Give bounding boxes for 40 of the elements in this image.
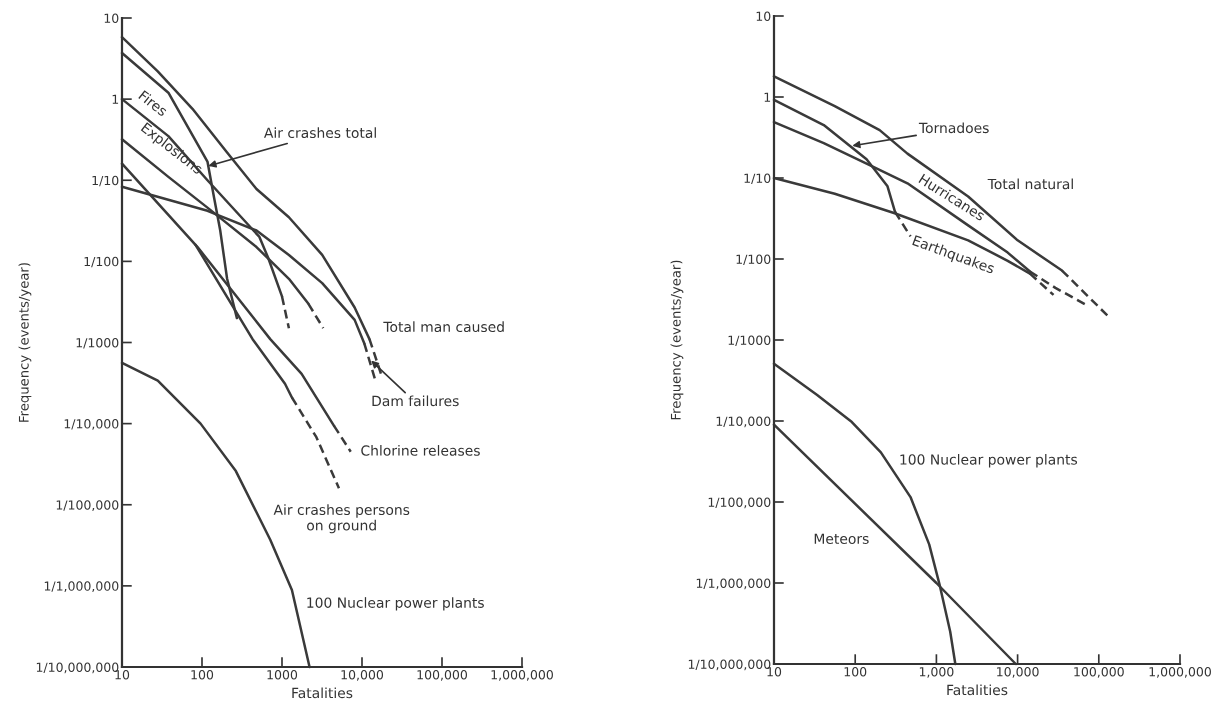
y-tick-label: 1/100,000 (708, 497, 771, 509)
y-axis-title: Frequency (events/year) (18, 263, 32, 422)
x-axis-title: Fatalities (947, 684, 1008, 696)
annotation: Air crashes total (264, 127, 376, 139)
annotation: Total man caused (383, 321, 504, 333)
x-tick-label: 1000 (267, 670, 298, 680)
x-tick-label: 1,000,000 (1149, 667, 1211, 678)
y-tick-label: 1 (112, 94, 119, 104)
y-tick-label: 1/100 (736, 254, 771, 265)
y-tick-label: 1 (764, 92, 771, 102)
y-tick-label: 1/10,000 (716, 416, 771, 428)
annotation: Air crashes persons on ground (273, 504, 410, 534)
y-tick-label: 1/1,000,000 (44, 581, 119, 593)
y-tick-label: 1/1000 (76, 337, 119, 349)
y-axis-title: Frequency (events/year) (670, 260, 684, 420)
y-tick-label: 1/10 (92, 175, 119, 187)
y-tick-label: 10 (756, 11, 771, 21)
y-tick-label: 1/100 (84, 256, 119, 268)
y-tick-label: 1/1,000,000 (696, 578, 771, 590)
annotation: Total natural (987, 178, 1073, 190)
annotation: Chlorine releases (361, 445, 480, 456)
x-tick-label: 10,000 (341, 670, 384, 681)
x-tick-label: 10,000 (997, 667, 1039, 678)
y-tick-label: 10 (104, 13, 119, 23)
annotation: Dam failures (372, 395, 459, 407)
x-tick-label: 1,000,000 (491, 670, 553, 681)
y-tick-label: 1/100,000 (56, 500, 119, 511)
y-tick-label: 1/1000 (728, 335, 771, 346)
x-tick-label: 100 (191, 670, 214, 680)
annotation: Tornadoes (918, 122, 989, 134)
annotation: 100 Nuclear power plants (900, 453, 1078, 468)
x-tick-label: 100,000 (417, 670, 468, 681)
y-tick-label: 1/10,000 (64, 419, 119, 430)
annotation: 100 Nuclear power plants (307, 597, 484, 611)
x-tick-label: 100,000 (1074, 667, 1124, 678)
x-axis-title: Fatalities (292, 687, 353, 699)
annotation: Meteors (814, 533, 869, 544)
x-tick-label: 1,000 (919, 667, 954, 678)
y-tick-label: 1/10 (744, 173, 771, 184)
x-tick-label: 100 (844, 667, 867, 677)
